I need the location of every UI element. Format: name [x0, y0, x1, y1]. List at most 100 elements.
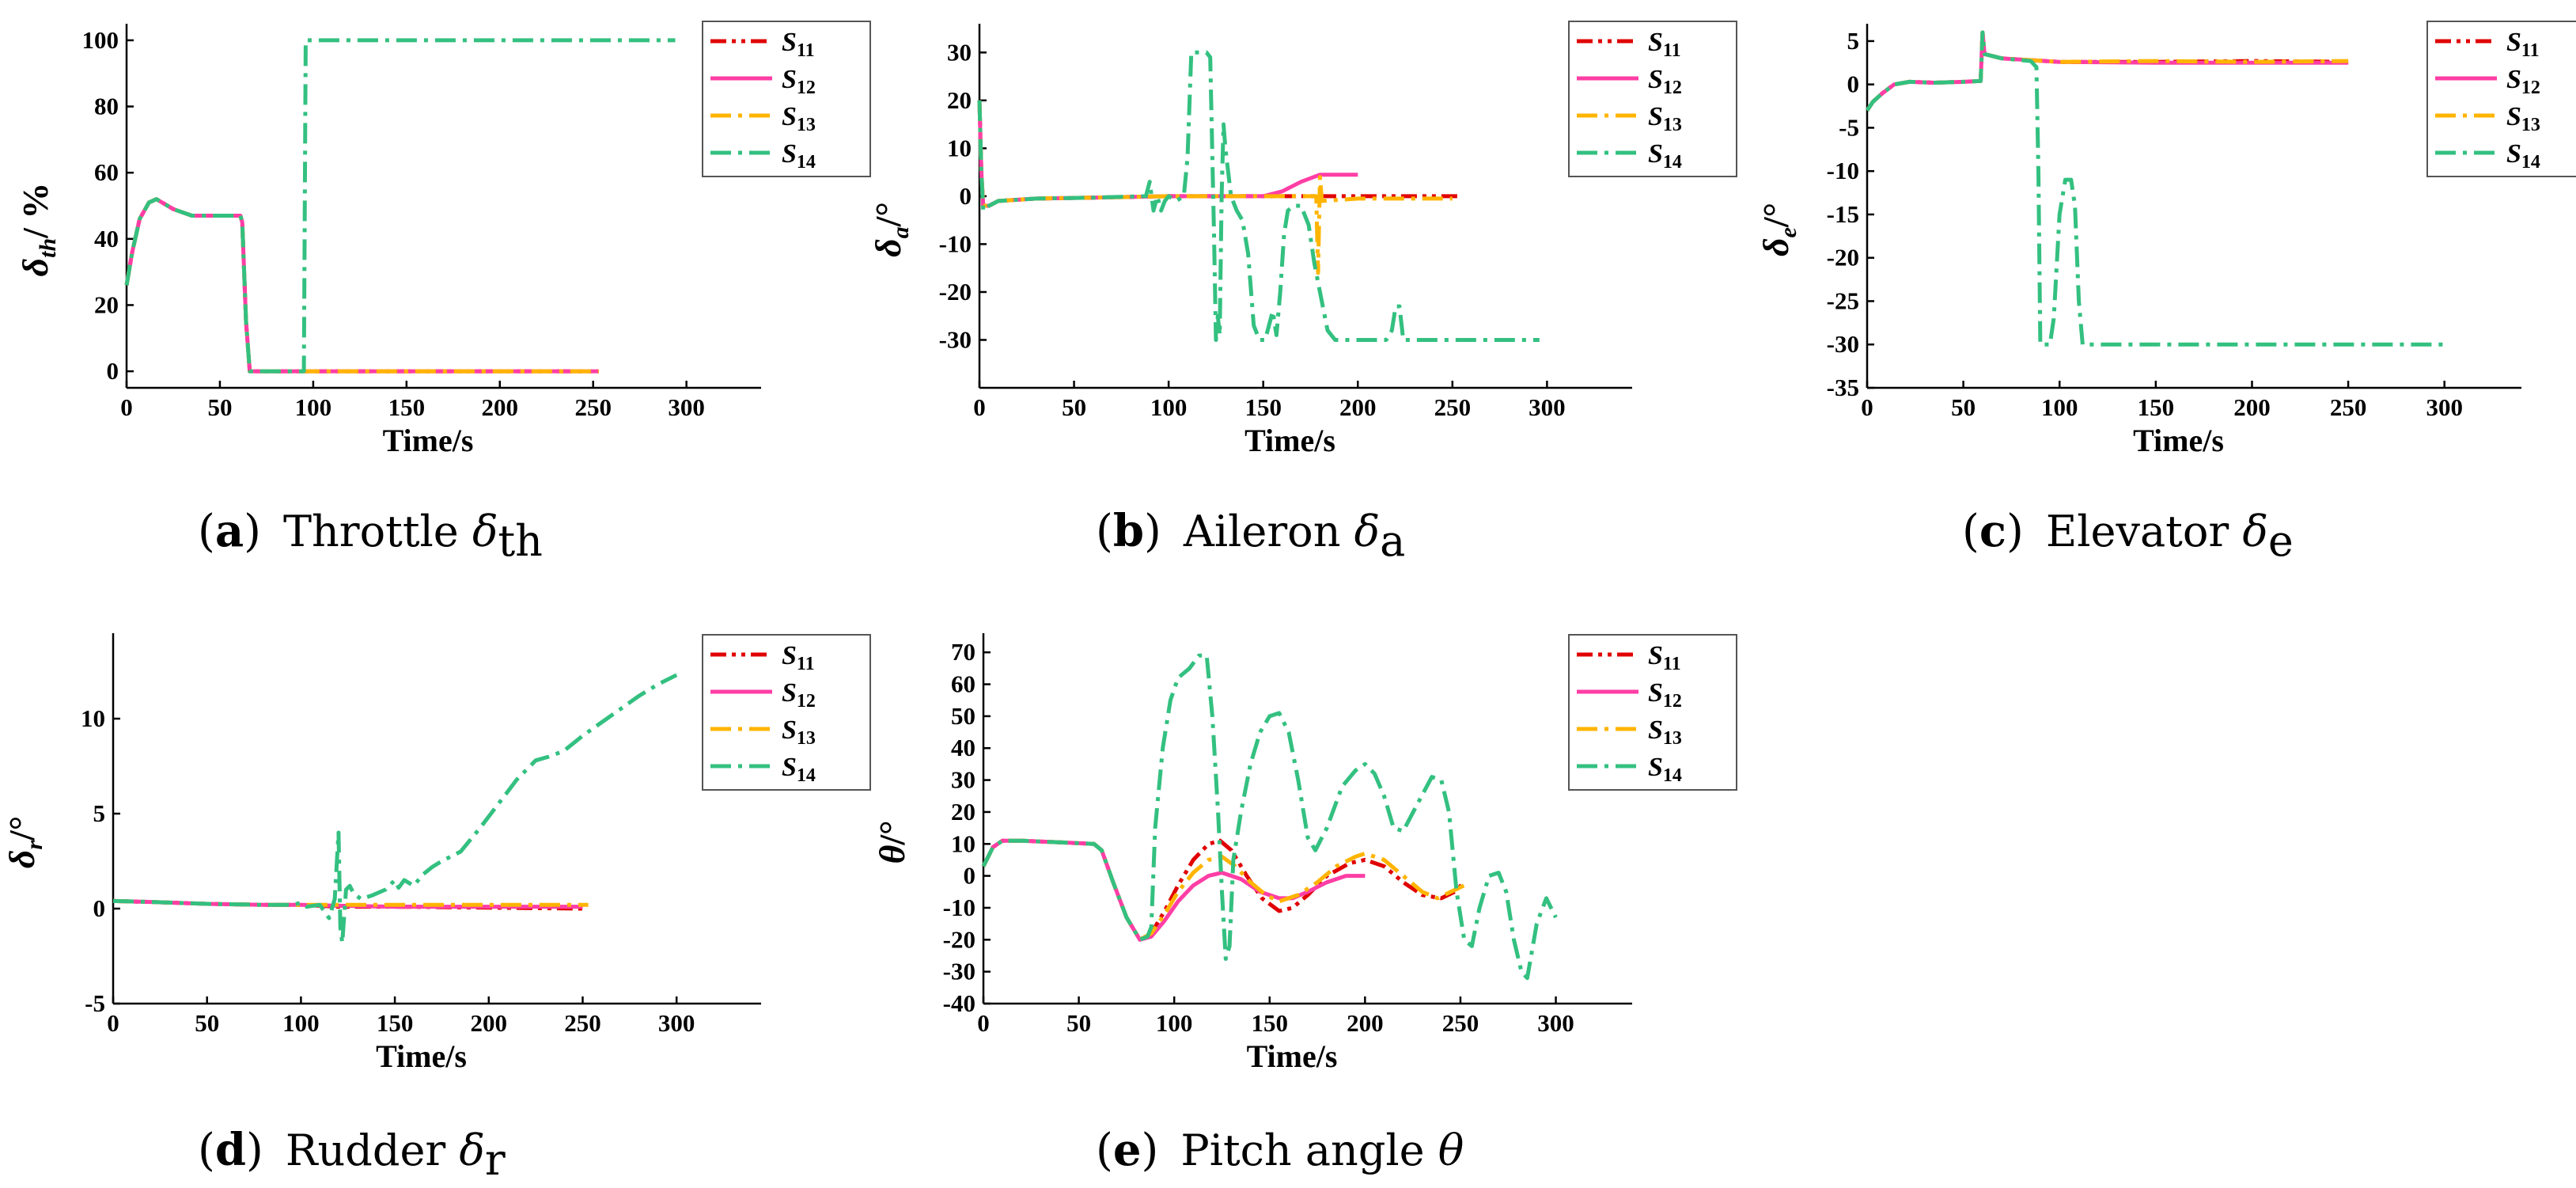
legend-label-s11: S11 [782, 641, 815, 674]
legend-label-base: S [782, 102, 797, 131]
y-tick-label: -35 [1827, 374, 1859, 401]
y-tick-label: 0 [1847, 70, 1860, 98]
legend-label-base: S [1648, 28, 1663, 57]
x-axis-label: Time/s [1244, 423, 1335, 458]
x-tick-label: 50 [1062, 393, 1086, 421]
series-line-s14 [977, 50, 1540, 342]
series-line-s14 [1865, 30, 2445, 347]
x-tick-label: 50 [207, 393, 232, 421]
y-tick-label: 10 [951, 829, 975, 857]
y-tick-label: 50 [951, 702, 975, 730]
y-tick-label: 10 [947, 134, 972, 161]
x-tick-label: 100 [1150, 393, 1188, 421]
y-tick-label: 70 [951, 638, 975, 666]
legend-label-base: S [782, 641, 797, 670]
caption-letter: b [1113, 505, 1144, 557]
caption-open-paren: ( [198, 506, 215, 557]
y-axis-label-symbol: θ [872, 845, 912, 864]
caption-open-paren: ( [1962, 506, 1979, 557]
x-axis-label: Time/s [1247, 1038, 1338, 1074]
y-tick-label: 20 [951, 798, 975, 826]
y-tick-label: -20 [943, 925, 975, 953]
y-tick-label: -20 [939, 278, 972, 306]
caption-close-paren: ) [1144, 506, 1161, 557]
chart-panel-d: 0 50 100 150 200 250 300-50510Time/sδr/°S11S12… [2, 633, 871, 1185]
legend-label-base: S [1648, 139, 1663, 169]
legend-label-base: S [1648, 678, 1663, 708]
x-tick-label: 200 [471, 1009, 508, 1037]
legend-label-base: S [1648, 641, 1663, 670]
caption-text: Elevator [2046, 507, 2243, 556]
chart-panel-b: 0 50 100 150 200 250 300 -30 -20 -10 0 10 20 30 Time/s… [868, 21, 1737, 566]
legend-label-s14: S14 [1648, 139, 1682, 173]
y-tick-label: 0 [93, 894, 106, 922]
legend-label-s13: S13 [782, 102, 816, 135]
x-axis-label: Time/s [2133, 423, 2224, 458]
legend-label-base: S [2506, 28, 2521, 57]
legend-label-s12: S12 [782, 65, 816, 98]
caption-text: Rudder [286, 1125, 460, 1175]
caption-subscript: th [498, 516, 542, 566]
legend-label-subscript: 12 [2521, 78, 2540, 98]
legend-box [1568, 634, 1737, 791]
legend-label-s14: S14 [2506, 139, 2540, 173]
caption-subscript: e [2268, 516, 2294, 566]
y-tick-label: 20 [94, 290, 119, 318]
y-axis-label: θ/° [872, 820, 912, 863]
legend-label-s11: S11 [1648, 641, 1681, 674]
legend-label-subscript: 12 [797, 78, 816, 98]
y-tick-label: -30 [943, 958, 975, 985]
caption-close-paren: ) [2006, 506, 2024, 557]
series-line-s11 [1865, 30, 2349, 112]
series-line-s11 [124, 197, 599, 374]
caption-open-paren: ( [1096, 506, 1113, 557]
y-axis-label-unit: /° [868, 202, 908, 227]
y-axis-label-subscript: a [888, 226, 914, 238]
legend-label-subscript: 11 [1663, 40, 1681, 61]
y-axis-label-unit: /° [1756, 203, 1796, 228]
legend-label-base: S [2506, 102, 2521, 131]
legend-label-subscript: 14 [1663, 152, 1682, 173]
chart-panel-e: 0 50 100 150 200 250 300 -40 -30 -20 -10 0 10 20 30 40 5… [872, 633, 1737, 1176]
x-axis-label: Time/s [383, 423, 474, 458]
y-tick-label: -15 [1827, 200, 1859, 228]
legend-label-subscript: 13 [1663, 728, 1682, 749]
y-tick-label: -30 [939, 325, 972, 353]
legend-label-subscript: 14 [2521, 152, 2540, 173]
caption-open-paren: ( [198, 1125, 215, 1176]
series-line-s12 [977, 100, 1358, 208]
x-tick-label: 300 [668, 393, 705, 421]
legend-label-subscript: 12 [1663, 691, 1682, 712]
series-line-s12 [1865, 30, 2349, 112]
caption-open-paren: ( [1096, 1125, 1113, 1176]
y-tick-label: 60 [94, 158, 119, 186]
y-tick-label: 30 [951, 766, 975, 794]
legend-label-s11: S11 [1648, 28, 1681, 61]
x-tick-label: 250 [2330, 393, 2367, 421]
series-line-s13 [977, 100, 1453, 275]
x-tick-label: 0 [120, 393, 133, 421]
caption-close-paren: ) [1142, 1125, 1159, 1176]
series-line-s11 [977, 100, 1458, 208]
legend-label-subscript: 11 [1663, 654, 1681, 674]
caption-letter: a [215, 505, 244, 557]
y-tick-label: -10 [943, 894, 975, 921]
caption-symbol: δ [1354, 507, 1381, 556]
y-axis-label-subscript: r [21, 841, 47, 850]
x-tick-label: 250 [564, 1009, 601, 1037]
y-axis-label-symbol: δ [868, 238, 908, 257]
legend-label-s14: S14 [782, 753, 816, 786]
legend-label-base: S [2506, 139, 2521, 169]
caption-symbol: δ [2242, 507, 2268, 556]
series-line-s14 [124, 38, 676, 374]
series-line-s13 [124, 197, 599, 374]
legend-label-s14: S14 [782, 139, 816, 173]
legend-box [2426, 21, 2576, 177]
x-tick-label: 0 [107, 1009, 119, 1037]
y-tick-label: -40 [943, 989, 975, 1017]
caption-letter: c [1979, 505, 2006, 557]
